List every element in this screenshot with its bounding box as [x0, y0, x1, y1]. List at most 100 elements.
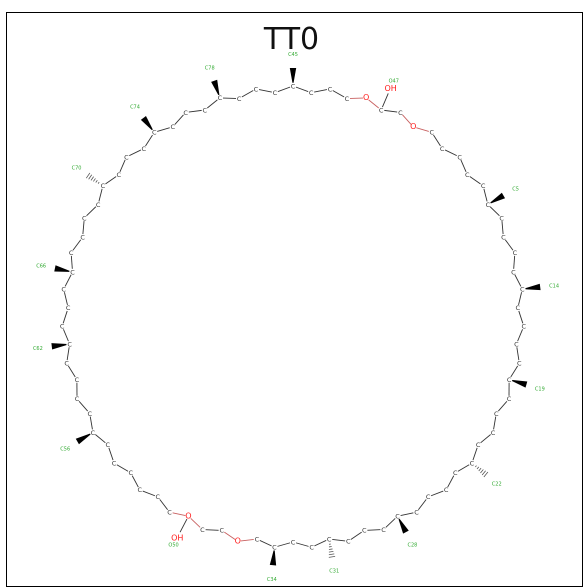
carbon-atom: C	[75, 395, 80, 403]
ring-bond	[97, 185, 104, 205]
atom-index-label: C78	[205, 66, 215, 72]
atom-mask	[514, 304, 522, 312]
atom-mask	[69, 268, 76, 276]
carbon-atom: C	[470, 459, 475, 467]
carbon-atom: C	[476, 441, 481, 449]
ring-bond	[292, 541, 312, 548]
ring-bond	[130, 472, 141, 491]
ring-bond	[487, 204, 503, 219]
ring-bond	[107, 444, 115, 464]
ring-bond	[329, 538, 349, 542]
atom-index-label: O50	[168, 543, 178, 549]
atom-mask	[79, 234, 86, 241]
atom-mask	[140, 145, 147, 152]
atom-mask	[468, 459, 476, 467]
ring-bond	[492, 413, 497, 433]
ring-bond	[139, 489, 158, 498]
carbon-atom: C	[414, 509, 419, 517]
wedge-bond	[211, 79, 220, 98]
atom-mask	[479, 182, 487, 189]
carbon-atom: C	[200, 526, 205, 534]
atom-mask	[169, 123, 176, 131]
carbon-atom: C	[481, 182, 486, 190]
hash-bond	[328, 551, 334, 553]
ring-bond	[256, 538, 275, 548]
atom-mask	[307, 89, 315, 96]
ring-bond	[459, 156, 468, 175]
atom-mask	[428, 129, 435, 136]
ring-bond	[329, 88, 348, 99]
atom-mask	[439, 145, 446, 152]
hash-bond	[476, 466, 480, 470]
carbon-atom: C	[67, 340, 72, 348]
carbon-atom: C	[75, 376, 80, 384]
hash-bond	[328, 555, 336, 558]
ring-bond	[204, 97, 221, 111]
atom-index-label: C22	[492, 481, 502, 487]
atom-mask	[325, 535, 333, 543]
atom-mask	[361, 527, 368, 534]
ring-bond	[517, 289, 523, 309]
ring-bond	[63, 289, 69, 309]
carbon-atom: C	[328, 85, 333, 93]
atom-index-label: C28	[408, 543, 418, 549]
atom-mask	[73, 376, 81, 383]
carbon-atom: C	[494, 410, 499, 418]
carbon-atom: C	[291, 538, 296, 546]
ring-bond	[89, 413, 94, 433]
ring-bond	[66, 362, 78, 380]
atom-index-label: C31	[329, 569, 339, 575]
atom-mask	[289, 82, 297, 90]
carbon-atom: C	[69, 249, 74, 257]
oxygen-atom: O	[235, 537, 241, 546]
atom-mask	[456, 153, 463, 161]
atom-mask	[464, 171, 471, 178]
carbon-atom: C	[514, 340, 519, 348]
atom-mask	[345, 538, 352, 545]
atom-mask	[60, 285, 67, 293]
wedge-bond	[269, 547, 277, 566]
hash-bond	[95, 180, 98, 183]
atom-index-label: C45	[288, 52, 298, 58]
carbon-atom: C	[453, 469, 458, 477]
carbon-atom: C	[511, 268, 516, 276]
atom-index-label: C14	[549, 283, 559, 289]
ring-bond	[431, 132, 443, 149]
ring-bond	[413, 126, 432, 133]
carbon-atom: C	[426, 493, 431, 501]
oxygen-atom: O	[363, 93, 369, 102]
atom-mask	[498, 214, 505, 222]
atom-mask	[154, 493, 162, 501]
atom-index-label: C19	[535, 387, 545, 393]
ring-bond	[381, 109, 401, 113]
carbon-atom: C	[60, 323, 65, 331]
carbon-atom: C	[167, 509, 172, 517]
hydroxyl-group: OH	[171, 533, 183, 542]
atom-mask	[235, 95, 243, 102]
atom-mask	[500, 234, 507, 241]
atom-mask	[234, 538, 241, 545]
atom-mask	[185, 513, 192, 520]
ring-bond	[477, 432, 494, 446]
carbon-atom: C	[429, 129, 434, 137]
carbon-atom: C	[203, 106, 208, 114]
ring-bond	[397, 511, 417, 517]
oxygen-atom: O	[185, 512, 191, 521]
carbon-atom: C	[183, 109, 188, 117]
carbon-atom: C	[170, 123, 175, 131]
bond-layer	[61, 85, 525, 548]
atom-mask	[201, 106, 209, 114]
carbon-atom: C	[465, 171, 470, 179]
ring-bond	[76, 398, 91, 414]
atom-index-label: C34	[267, 577, 277, 583]
carbon-atom: C	[513, 249, 518, 257]
carbon-atom: C	[516, 304, 521, 312]
carbon-atom: C	[66, 304, 71, 312]
atom-mask	[484, 201, 492, 208]
wedge-bond	[487, 192, 506, 205]
carbon-atom: C	[124, 153, 129, 161]
wedge-bond	[289, 68, 297, 86]
atom-mask	[63, 360, 70, 367]
